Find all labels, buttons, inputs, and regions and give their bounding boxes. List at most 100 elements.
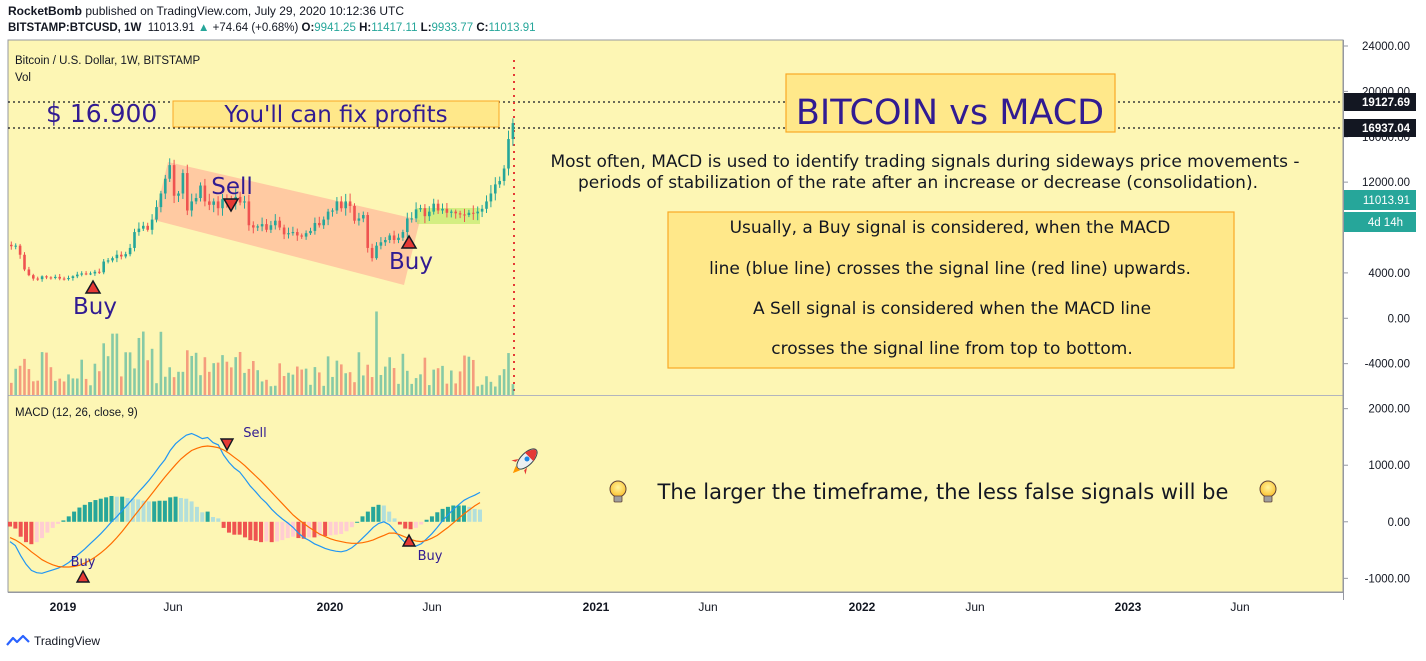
volume-bar <box>80 359 83 395</box>
change-up-icon: ▲ <box>198 22 210 34</box>
price-tick-label: 4000.00 <box>1368 268 1410 280</box>
candle-body <box>392 235 396 240</box>
candle-body <box>287 233 290 235</box>
chart-title: BITCOIN vs MACD <box>796 93 1104 133</box>
volume-bar <box>137 337 141 395</box>
sell-label-2019: Sell <box>211 174 253 200</box>
volume-bar <box>344 373 347 395</box>
macd-hist-bar <box>88 502 93 522</box>
candle-body <box>362 215 365 219</box>
candle-body <box>494 184 497 194</box>
volume-bar <box>309 384 312 395</box>
volume-bar <box>269 386 273 395</box>
author-name[interactable]: RocketBomb <box>8 4 83 18</box>
price-target-label: $ 16.900 <box>46 99 157 128</box>
volume-bar <box>436 368 440 395</box>
description-line-2: periods of stabilization of the rate aft… <box>578 173 1258 193</box>
candle-body <box>199 185 202 199</box>
volume-bar <box>102 343 105 395</box>
candle-body <box>10 244 13 247</box>
volume-bar <box>225 361 229 395</box>
macd-hist-bar <box>355 521 360 523</box>
time-tick-label: 2022 <box>849 600 876 614</box>
last-price: 11013.91 <box>147 22 195 34</box>
candle-body <box>49 277 53 279</box>
candle-body <box>441 208 444 211</box>
volume-bar <box>159 331 163 395</box>
explanation-line-4: crosses the signal line from top to bott… <box>771 339 1132 359</box>
macd-hist-bar <box>34 521 39 543</box>
publish-header: RocketBomb published on TradingView.com,… <box>8 4 404 18</box>
vol-label: Vol <box>15 72 31 84</box>
close-value: 11013.91 <box>488 22 536 34</box>
candle-body <box>397 237 400 240</box>
macd-axis-ticks[interactable]: 2000.00 1000.00 0.00 -1000.00 <box>1343 404 1410 586</box>
candle-body <box>168 165 171 179</box>
volume-bar <box>401 353 405 395</box>
volume-bar <box>89 385 92 395</box>
macd-hist-bar <box>226 521 231 533</box>
macd-hist-bar <box>371 506 376 522</box>
macd-hist-bar <box>467 506 472 522</box>
candle-body <box>260 224 264 227</box>
macd-hist-bar <box>40 521 45 539</box>
volume-bar <box>168 367 171 395</box>
title-box <box>785 73 1116 133</box>
volume-bar <box>304 368 308 395</box>
candle-body <box>450 211 453 213</box>
macd-hist-bar <box>8 521 12 527</box>
candle-body <box>269 225 273 230</box>
macd-hist-bar <box>141 500 146 522</box>
volume-bar <box>27 369 31 395</box>
candle-body <box>265 224 268 230</box>
volume-bar <box>124 352 127 395</box>
candle-body <box>436 203 440 211</box>
candle-body <box>155 207 158 220</box>
macd-hist-bar <box>82 504 87 522</box>
candle-body <box>14 245 17 247</box>
volume-bar <box>45 352 48 395</box>
macd-hist-bar <box>285 521 290 539</box>
volume-bar <box>10 382 13 395</box>
candle-body <box>27 269 31 276</box>
time-tick-label: Jun <box>1230 600 1249 614</box>
volume-bar <box>164 376 167 395</box>
price-change: +74.64 (+0.68%) <box>212 22 299 34</box>
macd-hist-bar <box>61 520 66 522</box>
candle-body <box>401 232 405 238</box>
volume-bar <box>472 359 475 395</box>
volume-bar <box>282 376 286 395</box>
volume-bar <box>362 375 365 395</box>
time-axis-ticks[interactable]: 2019 Jun 2020 Jun 2021 Jun 2022 Jun 2023 Jun <box>50 600 1250 614</box>
macd-hist-bar <box>317 521 322 537</box>
volume-bar <box>133 368 136 395</box>
volume-bar <box>128 352 132 395</box>
candle-body <box>476 211 479 214</box>
price-tick-label: 24000.00 <box>1362 41 1410 53</box>
candle-body <box>18 245 22 255</box>
volume-bar <box>278 363 281 395</box>
volume-bar <box>287 372 290 395</box>
brand-name[interactable]: TradingView <box>34 634 101 648</box>
candle-body <box>313 222 317 231</box>
macd-hist-bar <box>381 505 386 522</box>
fix-profits-text: You'll can fix profits <box>223 102 447 128</box>
volume-bar <box>419 374 422 395</box>
candle-body <box>485 201 488 209</box>
macd-pane[interactable] <box>8 396 1343 592</box>
volume-bar <box>375 311 378 395</box>
volume-bar <box>502 369 506 395</box>
volume-bar <box>155 383 158 395</box>
candle-body <box>67 278 70 280</box>
volume-bar <box>428 385 431 395</box>
footer: TradingView <box>6 634 100 648</box>
macd-hist-bar <box>152 501 157 522</box>
candle-body <box>348 201 352 206</box>
macd-label: MACD (12, 26, close, 9) <box>15 407 138 419</box>
candle-body <box>93 271 97 274</box>
candle-body <box>340 201 343 209</box>
volume-bar <box>335 360 339 395</box>
macd-hist-bar <box>24 521 29 543</box>
volume-bar <box>300 369 303 395</box>
